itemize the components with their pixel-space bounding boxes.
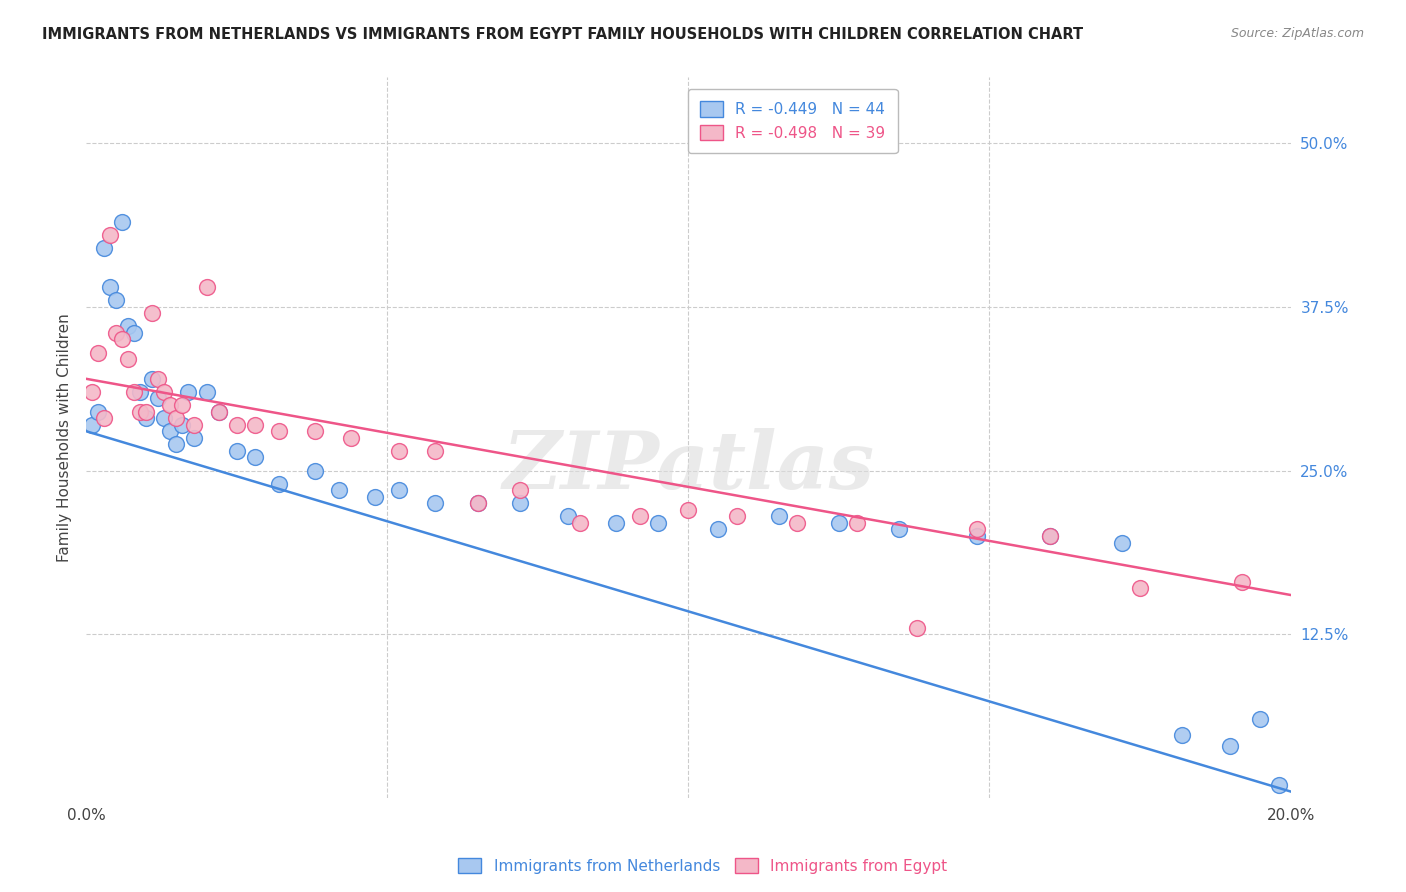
Point bbox=[225, 417, 247, 432]
Point bbox=[141, 306, 163, 320]
Text: ZIPatlas: ZIPatlas bbox=[502, 428, 875, 506]
Point bbox=[328, 483, 350, 498]
Point bbox=[1267, 778, 1289, 792]
Point bbox=[159, 424, 181, 438]
Point bbox=[509, 496, 531, 510]
Legend: Immigrants from Netherlands, Immigrants from Egypt: Immigrants from Netherlands, Immigrants … bbox=[453, 852, 953, 880]
Point bbox=[647, 516, 669, 530]
Point bbox=[243, 417, 266, 432]
Point bbox=[1232, 574, 1254, 589]
Point bbox=[195, 384, 218, 399]
Point bbox=[1250, 713, 1272, 727]
Point bbox=[1111, 535, 1133, 549]
Point bbox=[304, 424, 326, 438]
Point bbox=[887, 523, 910, 537]
Point bbox=[207, 404, 229, 418]
Point bbox=[98, 227, 121, 242]
Text: IMMIGRANTS FROM NETHERLANDS VS IMMIGRANTS FROM EGYPT FAMILY HOUSEHOLDS WITH CHIL: IMMIGRANTS FROM NETHERLANDS VS IMMIGRANT… bbox=[42, 27, 1083, 42]
Point bbox=[148, 392, 170, 406]
Point bbox=[340, 431, 363, 445]
Point bbox=[105, 293, 128, 308]
Text: Source: ZipAtlas.com: Source: ZipAtlas.com bbox=[1230, 27, 1364, 40]
Point bbox=[557, 509, 579, 524]
Point bbox=[388, 483, 411, 498]
Point bbox=[304, 463, 326, 477]
Point bbox=[905, 621, 928, 635]
Point bbox=[568, 516, 591, 530]
Point bbox=[153, 411, 176, 425]
Point bbox=[195, 280, 218, 294]
Point bbox=[98, 280, 121, 294]
Point bbox=[1039, 529, 1062, 543]
Point bbox=[467, 496, 489, 510]
Point bbox=[80, 384, 103, 399]
Point bbox=[122, 384, 145, 399]
Point bbox=[117, 352, 139, 367]
Point bbox=[117, 319, 139, 334]
Point bbox=[243, 450, 266, 465]
Point bbox=[129, 384, 152, 399]
Point bbox=[509, 483, 531, 498]
Point bbox=[129, 404, 152, 418]
Point bbox=[87, 404, 110, 418]
Point bbox=[707, 523, 730, 537]
Point bbox=[425, 496, 447, 510]
Point bbox=[966, 523, 988, 537]
Point bbox=[183, 431, 205, 445]
Point bbox=[1129, 582, 1152, 596]
Point bbox=[225, 443, 247, 458]
Point bbox=[267, 476, 290, 491]
Point bbox=[1219, 739, 1241, 753]
Point bbox=[786, 516, 808, 530]
Point bbox=[93, 411, 115, 425]
Point bbox=[183, 417, 205, 432]
Point bbox=[628, 509, 651, 524]
Point bbox=[725, 509, 748, 524]
Point bbox=[105, 326, 128, 340]
Point bbox=[165, 411, 187, 425]
Point bbox=[165, 437, 187, 451]
Point bbox=[177, 384, 200, 399]
Point bbox=[122, 326, 145, 340]
Point bbox=[153, 384, 176, 399]
Point bbox=[267, 424, 290, 438]
Point bbox=[467, 496, 489, 510]
Point bbox=[172, 417, 194, 432]
Point bbox=[148, 372, 170, 386]
Point bbox=[1039, 529, 1062, 543]
Point bbox=[388, 443, 411, 458]
Point bbox=[846, 516, 869, 530]
Point bbox=[80, 417, 103, 432]
Point bbox=[605, 516, 627, 530]
Point bbox=[159, 398, 181, 412]
Point bbox=[141, 372, 163, 386]
Point bbox=[1171, 728, 1194, 742]
Point bbox=[111, 333, 134, 347]
Point bbox=[364, 490, 387, 504]
Point bbox=[828, 516, 851, 530]
Point bbox=[111, 214, 134, 228]
Point bbox=[135, 411, 157, 425]
Point bbox=[966, 529, 988, 543]
Point bbox=[172, 398, 194, 412]
Y-axis label: Family Households with Children: Family Households with Children bbox=[58, 313, 72, 562]
Point bbox=[425, 443, 447, 458]
Point bbox=[87, 345, 110, 359]
Point bbox=[768, 509, 790, 524]
Legend: R = -0.449   N = 44, R = -0.498   N = 39: R = -0.449 N = 44, R = -0.498 N = 39 bbox=[688, 88, 897, 153]
Point bbox=[135, 404, 157, 418]
Point bbox=[207, 404, 229, 418]
Point bbox=[678, 503, 700, 517]
Point bbox=[93, 241, 115, 255]
